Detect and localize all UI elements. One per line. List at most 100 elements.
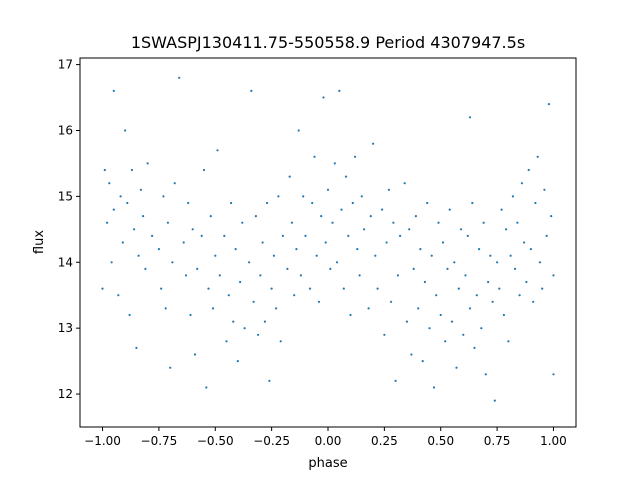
data-point [313,155,316,158]
x-tick-label: 0.00 [315,434,342,448]
data-point [414,215,417,218]
x-tick-label: −0.50 [197,434,234,448]
data-point [523,241,526,244]
data-point [446,267,449,270]
data-point [290,221,293,224]
y-tick-label: 15 [58,189,73,203]
data-point [268,379,271,382]
y-tick-label: 16 [58,123,73,137]
data-point [187,201,190,205]
data-point [329,267,332,270]
data-point [475,294,478,297]
data-point [417,307,420,310]
data-point [232,320,235,323]
data-point [263,320,266,323]
data-point [552,274,555,277]
data-point [311,201,314,205]
x-axis-label: phase [308,456,347,471]
data-point [444,340,447,343]
data-point [193,353,197,356]
data-point [487,280,490,284]
data-point [403,182,406,185]
data-point [130,168,133,172]
data-point [275,307,278,310]
data-point [299,274,302,277]
data-point [227,294,230,297]
data-point [410,353,413,356]
x-tick-label: 1.00 [540,434,567,448]
data-point [135,346,138,349]
data-point [408,228,411,231]
data-point [133,228,136,231]
data-point [279,340,282,343]
data-point [376,287,379,290]
data-point [426,201,429,205]
data-point [435,294,438,297]
data-point [457,287,460,290]
y-tick-label: 12 [58,387,73,401]
data-point [126,201,129,205]
data-point [552,373,555,376]
data-point [455,366,458,369]
data-point [387,188,390,191]
data-point [505,228,508,231]
data-point [468,116,472,119]
data-point [146,162,149,165]
data-point [277,195,280,198]
data-point [545,234,548,237]
data-point [257,333,260,336]
y-tick-label: 13 [58,321,73,335]
data-point [354,155,357,158]
data-point [178,76,181,79]
data-point [239,280,242,284]
x-tick-label: −0.25 [253,434,290,448]
data-point [534,201,537,205]
data-point [547,103,551,106]
data-point [349,313,352,317]
data-point [428,327,431,330]
data-point [119,195,122,198]
data-point [464,274,467,277]
data-point [335,261,339,264]
data-point [252,300,255,303]
data-point [358,274,361,277]
data-point [272,254,275,257]
data-point [326,188,330,191]
data-point [169,366,172,369]
data-point [112,89,115,92]
data-point [144,267,147,270]
data-point [383,333,386,336]
data-point [110,261,113,264]
data-point [205,386,208,389]
data-point [392,221,395,224]
data-point [520,182,524,185]
data-point [448,208,451,211]
data-point [381,208,384,211]
data-point [493,399,496,402]
data-point [331,221,334,224]
data-point [124,129,127,132]
data-point [164,307,167,310]
data-point [317,300,321,303]
data-point [211,307,215,310]
data-point [430,254,433,257]
data-point [209,215,212,218]
data-point [293,294,296,297]
data-point [218,274,221,277]
data-point [432,386,436,389]
data-point [453,261,456,264]
data-point [511,195,514,198]
data-point [308,287,312,290]
data-point [462,333,465,336]
data-point [396,274,399,277]
data-point [507,340,510,343]
data-point [160,287,163,290]
x-tick-label: −0.75 [141,434,178,448]
data-point [173,182,176,185]
data-point [516,221,519,224]
data-point [302,195,305,198]
data-point [281,234,284,237]
data-point [459,228,463,231]
